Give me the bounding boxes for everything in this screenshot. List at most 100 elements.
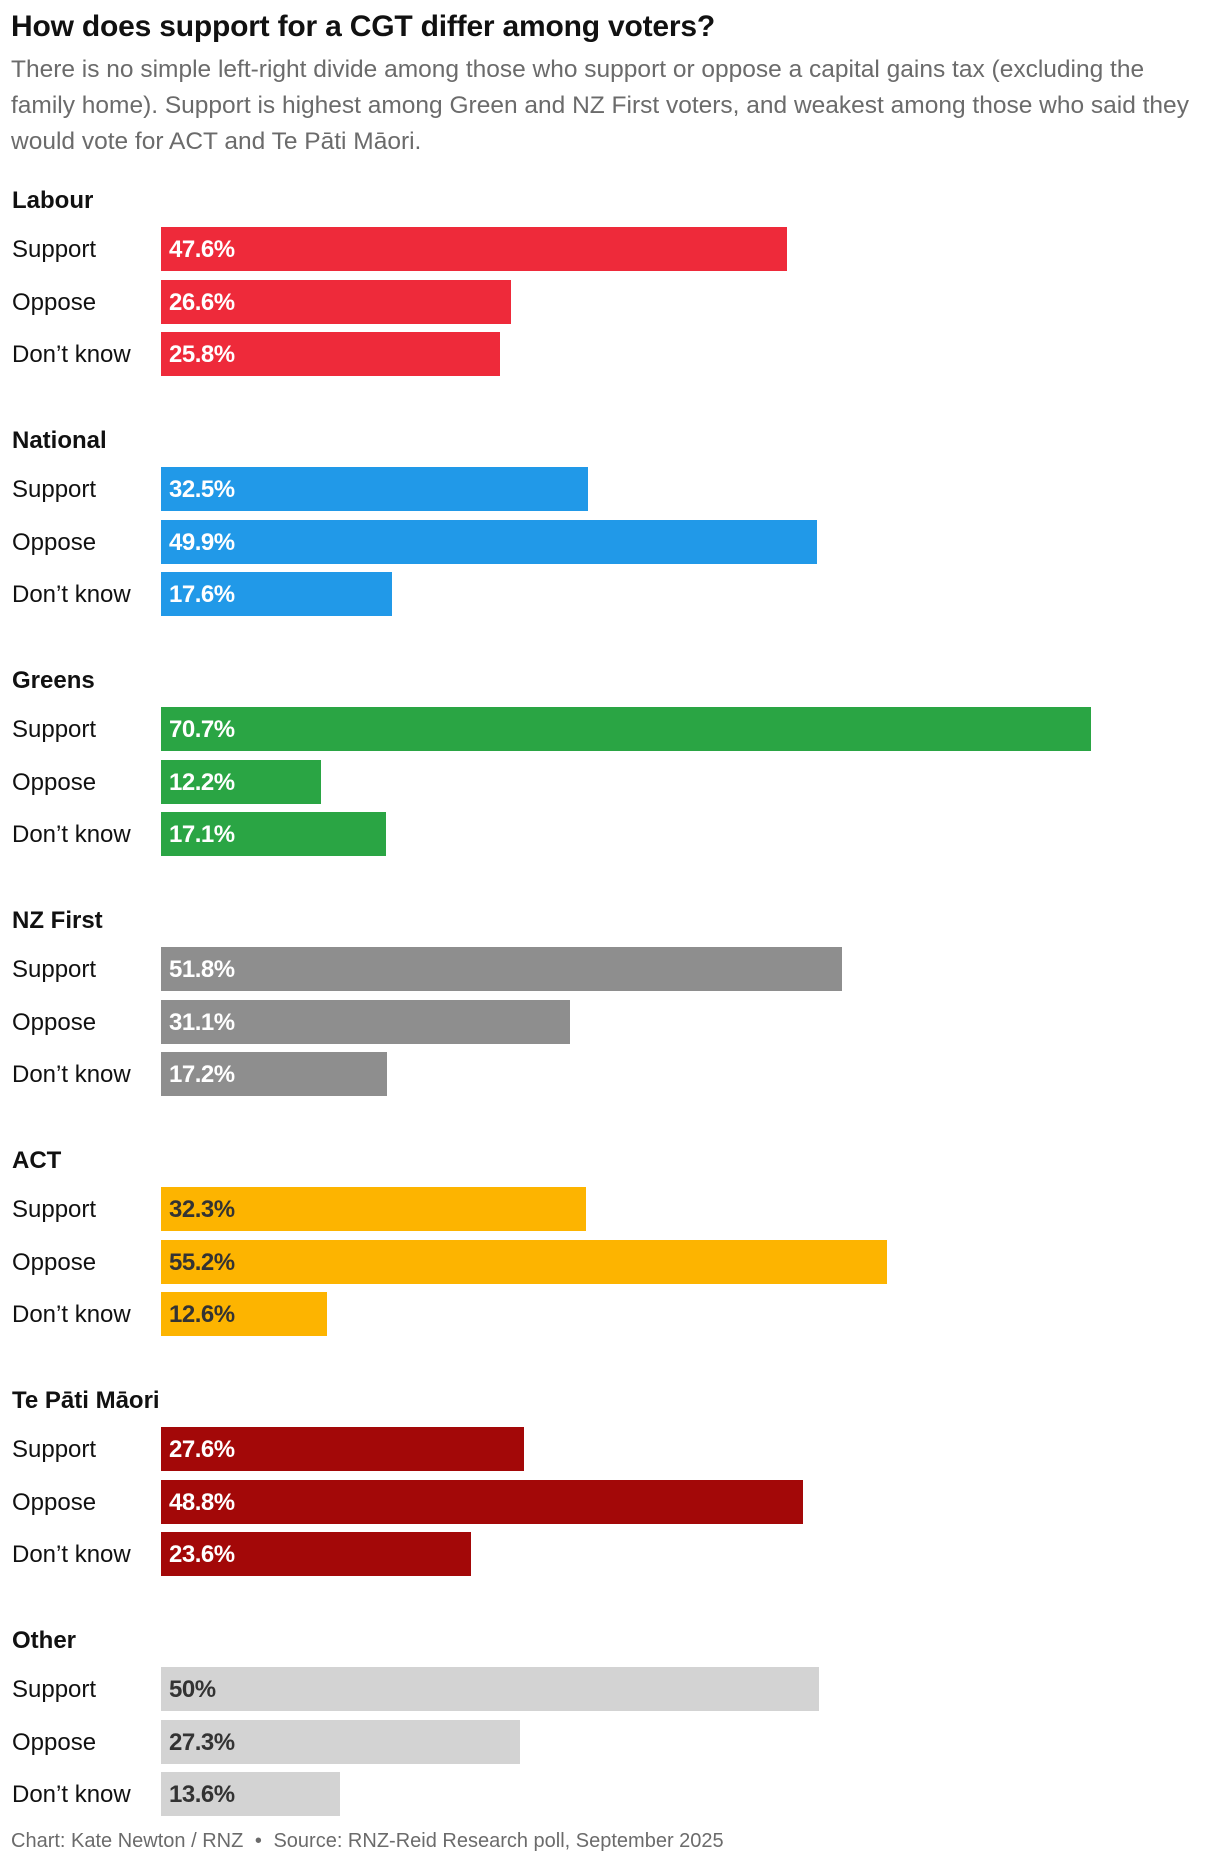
bar — [161, 520, 817, 564]
bar — [161, 1052, 387, 1096]
category-label: Oppose — [12, 1009, 97, 1036]
bar-row: Support 32.5% — [0, 467, 1220, 511]
data-label: 17.2% — [169, 1061, 235, 1088]
bar-row: Don’t know 12.6% — [0, 1292, 1220, 1336]
group-label: Other — [12, 1627, 77, 1654]
bar — [161, 1480, 803, 1524]
chart-title: How does support for a CGT differ among … — [11, 10, 715, 43]
bar — [161, 572, 392, 616]
bar-row: Support 51.8% — [0, 947, 1220, 991]
bar — [161, 812, 386, 856]
category-label: Oppose — [12, 529, 97, 556]
group-nz-first: NZ First Support 51.8% Oppose 31.1% Don’t kno… — [0, 907, 1220, 1107]
data-label: 32.5% — [169, 476, 235, 503]
group-label: Labour — [12, 187, 94, 214]
data-label: 51.8% — [169, 956, 235, 983]
bar — [161, 1720, 520, 1764]
bar-row: Don’t know 17.2% — [0, 1052, 1220, 1096]
data-label: 47.6% — [169, 236, 235, 263]
category-label: Don’t know — [12, 1061, 131, 1088]
category-label: Oppose — [12, 769, 97, 796]
data-label: 23.6% — [169, 1541, 235, 1568]
bar — [161, 332, 500, 376]
data-label: 26.6% — [169, 289, 235, 316]
group-label: NZ First — [12, 907, 103, 934]
chart-footer: Chart: Kate Newton / RNZ • Source: RNZ-R… — [11, 1830, 724, 1853]
bar-row: Oppose 48.8% — [0, 1480, 1220, 1524]
bar-row: Don’t know 13.6% — [0, 1772, 1220, 1816]
group-label: ACT — [12, 1147, 62, 1174]
data-label: 27.6% — [169, 1436, 235, 1463]
chart-subtitle: There is no simple left-right divide amo… — [11, 56, 1189, 155]
bar-row: Oppose 12.2% — [0, 760, 1220, 804]
category-label: Don’t know — [12, 341, 131, 368]
group-labour: Labour Support 47.6% Oppose 26.6% Don’t know 2… — [0, 187, 1220, 387]
category-label: Oppose — [12, 1729, 97, 1756]
bar — [161, 1532, 471, 1576]
data-label: 32.3% — [169, 1196, 235, 1223]
bar — [161, 1240, 887, 1284]
group-label: Te Pāti Māori — [12, 1387, 160, 1414]
category-label: Support — [12, 956, 97, 983]
footer-source: Source: RNZ-Reid Research poll, Septembe… — [273, 1830, 724, 1852]
bar-row: Don’t know 17.1% — [0, 812, 1220, 856]
data-label: 12.2% — [169, 769, 235, 796]
bar-row: Support 47.6% — [0, 227, 1220, 271]
bar-row: Support 70.7% — [0, 707, 1220, 751]
bar — [161, 467, 588, 511]
bar — [161, 707, 1091, 751]
bar-row: Oppose 27.3% — [0, 1720, 1220, 1764]
bar — [161, 1000, 570, 1044]
category-label: Oppose — [12, 1249, 97, 1276]
bar-row: Oppose 31.1% — [0, 1000, 1220, 1044]
footer-separator: • — [254, 1830, 262, 1852]
data-label: 49.9% — [169, 529, 235, 556]
group-act: ACT Support 32.3% Oppose 55.2% Don’t know 12.6… — [0, 1147, 1220, 1347]
category-label: Support — [12, 476, 97, 503]
category-label: Support — [12, 716, 97, 743]
group-greens: Greens Support 70.7% Oppose 12.2% Don’t know 1… — [0, 667, 1220, 867]
data-label: 31.1% — [169, 1009, 235, 1036]
data-label: 70.7% — [169, 716, 235, 743]
bar-row: Don’t know 17.6% — [0, 572, 1220, 616]
bar-row: Don’t know 25.8% — [0, 332, 1220, 376]
bar — [161, 1667, 819, 1711]
group-te-p-ti-m-ori: Te Pāti Māori Support 27.6% Oppose 48.8% Don’… — [0, 1387, 1220, 1587]
group-label: Greens — [12, 667, 95, 694]
bar-row: Oppose 26.6% — [0, 280, 1220, 324]
bar-row: Support 27.6% — [0, 1427, 1220, 1471]
group-national: National Support 32.5% Oppose 49.9% Don’t kno… — [0, 427, 1220, 627]
bar-row: Oppose 49.9% — [0, 520, 1220, 564]
bar — [161, 280, 511, 324]
data-label: 55.2% — [169, 1249, 235, 1276]
data-label: 27.3% — [169, 1729, 235, 1756]
data-label: 17.6% — [169, 581, 235, 608]
group-label: National — [12, 427, 107, 454]
category-label: Support — [12, 1436, 97, 1463]
group-other: Other Support 50% Oppose 27.3% Don’t know 13.6… — [0, 1627, 1220, 1827]
bar — [161, 227, 787, 271]
category-label: Support — [12, 1676, 97, 1703]
bar — [161, 760, 321, 804]
bar — [161, 1187, 586, 1231]
bar-row: Support 50% — [0, 1667, 1220, 1711]
category-label: Support — [12, 236, 97, 263]
bar — [161, 1427, 524, 1471]
footer-credit: Chart: Kate Newton / RNZ — [11, 1830, 244, 1852]
bar-row: Don’t know 23.6% — [0, 1532, 1220, 1576]
data-label: 17.1% — [169, 821, 235, 848]
bar — [161, 1292, 327, 1336]
data-label: 12.6% — [169, 1301, 235, 1328]
category-label: Don’t know — [12, 1541, 131, 1568]
data-label: 25.8% — [169, 341, 235, 368]
data-label: 13.6% — [169, 1781, 235, 1808]
data-label: 50% — [169, 1676, 216, 1703]
category-label: Oppose — [12, 1489, 97, 1516]
category-label: Support — [12, 1196, 97, 1223]
bar — [161, 1772, 340, 1816]
bar — [161, 947, 842, 991]
category-label: Don’t know — [12, 1781, 131, 1808]
category-label: Don’t know — [12, 821, 131, 848]
bar-row: Oppose 55.2% — [0, 1240, 1220, 1284]
